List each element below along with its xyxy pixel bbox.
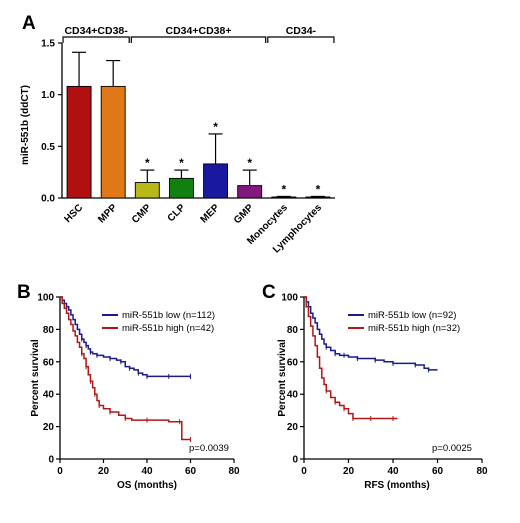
rfs-x-tick-label: 60 — [432, 466, 444, 477]
rfs-y-axis-title: Percent survival — [277, 339, 288, 416]
bar-series: HSC MPP*CMP*CLP*MEP*GMP*Monocytes*Lymphoc… — [62, 51, 331, 255]
group-label: CD34+CD38+ — [166, 25, 232, 37]
bar-category-label: MEP — [199, 202, 222, 225]
rfs-y-tick-label: 60 — [287, 357, 299, 368]
bar — [134, 182, 160, 199]
bar-category-label: GMP — [232, 202, 256, 226]
os-p-value: p=0.0039 — [189, 443, 229, 454]
os-y-tick-label: 80 — [43, 325, 55, 336]
group-brackets: CD34+CD38- CD34+CD38+ CD34- — [62, 25, 335, 43]
os-legend-low: miR-551b low (n=112) — [122, 310, 215, 321]
bar — [237, 185, 263, 199]
os-legend: miR-551b low (n=112) miR-551b high (n=42… — [102, 310, 215, 334]
panel-b-letter: B — [17, 282, 31, 303]
bar-y-tick-label: 0.5 — [41, 142, 55, 153]
os-x-tick-label: 60 — [185, 466, 197, 477]
rfs-chart-axes: 0 20 40 60 80 100 0 20 40 60 80 — [281, 293, 488, 478]
survival-chart-rfs: 0 20 40 60 80 100 0 20 40 60 80 miR-551b low (n=92… — [277, 293, 488, 492]
bar — [305, 196, 331, 199]
rfs-x-tick-label: 40 — [387, 466, 399, 477]
rfs-p-value: p=0.0025 — [432, 443, 472, 454]
bar — [66, 85, 92, 199]
os-x-tick-label: 40 — [141, 466, 153, 477]
bar-category-label: CMP — [130, 202, 154, 226]
rfs-legend-low: miR-551b low (n=92) — [368, 310, 456, 321]
bar — [271, 196, 297, 199]
rfs-legend-high: miR-551b high (n=32) — [368, 323, 460, 334]
rfs-survival-curves — [304, 296, 438, 421]
rfs-y-tick-label: 100 — [281, 293, 298, 304]
os-x-axis-title: OS (months) — [117, 480, 177, 491]
significance-marker: * — [145, 156, 150, 170]
group-bracket — [267, 36, 335, 43]
bar-category-label: MPP — [96, 202, 119, 225]
os-x-tick-label: 0 — [57, 466, 63, 477]
group-label: CD34- — [286, 25, 317, 37]
rfs-y-tick-label: 80 — [287, 325, 299, 336]
panel-c-letter: C — [262, 282, 276, 303]
significance-marker: * — [281, 182, 286, 196]
rfs-legend: miR-551b low (n=92) miR-551b high (n=32) — [348, 310, 460, 334]
survival-chart-os: 0 20 40 60 80 100 0 20 40 60 80 miR-551b low (n=11… — [30, 293, 240, 492]
panel-a-letter: A — [22, 13, 36, 34]
bar-chart-y-axis-title: miR-551b (ddCT) — [20, 85, 31, 165]
os-legend-high: miR-551b high (n=42) — [122, 323, 214, 334]
bar — [100, 85, 126, 199]
bar — [168, 177, 194, 199]
rfs-curve-high — [304, 296, 398, 420]
rfs-y-tick-label: 40 — [287, 390, 299, 401]
os-survival-curves — [60, 296, 191, 443]
bar-y-tick-label: 1.0 — [41, 90, 55, 101]
rfs-y-tick-label: 20 — [287, 422, 299, 433]
os-curve-high — [60, 296, 191, 441]
os-y-tick-label: 40 — [43, 390, 55, 401]
significance-marker: * — [213, 120, 218, 134]
bar-y-tick-label: 0.0 — [41, 194, 55, 205]
significance-marker: * — [179, 156, 184, 170]
bar-category-label: CLP — [166, 202, 188, 224]
os-curve-low — [60, 296, 191, 378]
os-y-axis-title: Percent survival — [30, 339, 41, 416]
rfs-x-tick-label: 20 — [343, 466, 355, 477]
rfs-x-tick-label: 0 — [301, 466, 307, 477]
os-x-tick-label: 80 — [228, 466, 240, 477]
rfs-x-axis-title: RFS (months) — [364, 480, 430, 491]
group-label: CD34+CD38- — [64, 25, 128, 37]
bar-chart-panel-a: CD34+CD38- CD34+CD38+ CD34- 0.0 0.5 1.0 1.5 H… — [20, 25, 335, 255]
bar-y-tick-label: 1.5 — [41, 39, 55, 50]
significance-marker: * — [316, 182, 321, 196]
os-y-tick-label: 100 — [37, 293, 54, 304]
os-x-tick-label: 20 — [98, 466, 110, 477]
os-y-tick-label: 60 — [43, 357, 55, 368]
bar-category-label: HSC — [62, 202, 85, 225]
rfs-y-tick-label: 0 — [292, 455, 298, 466]
os-y-tick-label: 20 — [43, 422, 55, 433]
group-bracket — [62, 36, 130, 43]
rfs-x-tick-label: 80 — [476, 466, 488, 477]
group-bracket — [130, 36, 267, 43]
rfs-curve-low — [304, 296, 438, 371]
bar — [203, 163, 229, 199]
significance-marker: * — [247, 156, 252, 170]
os-chart-axes: 0 20 40 60 80 100 0 20 40 60 80 — [37, 293, 240, 478]
os-y-tick-label: 0 — [48, 455, 54, 466]
